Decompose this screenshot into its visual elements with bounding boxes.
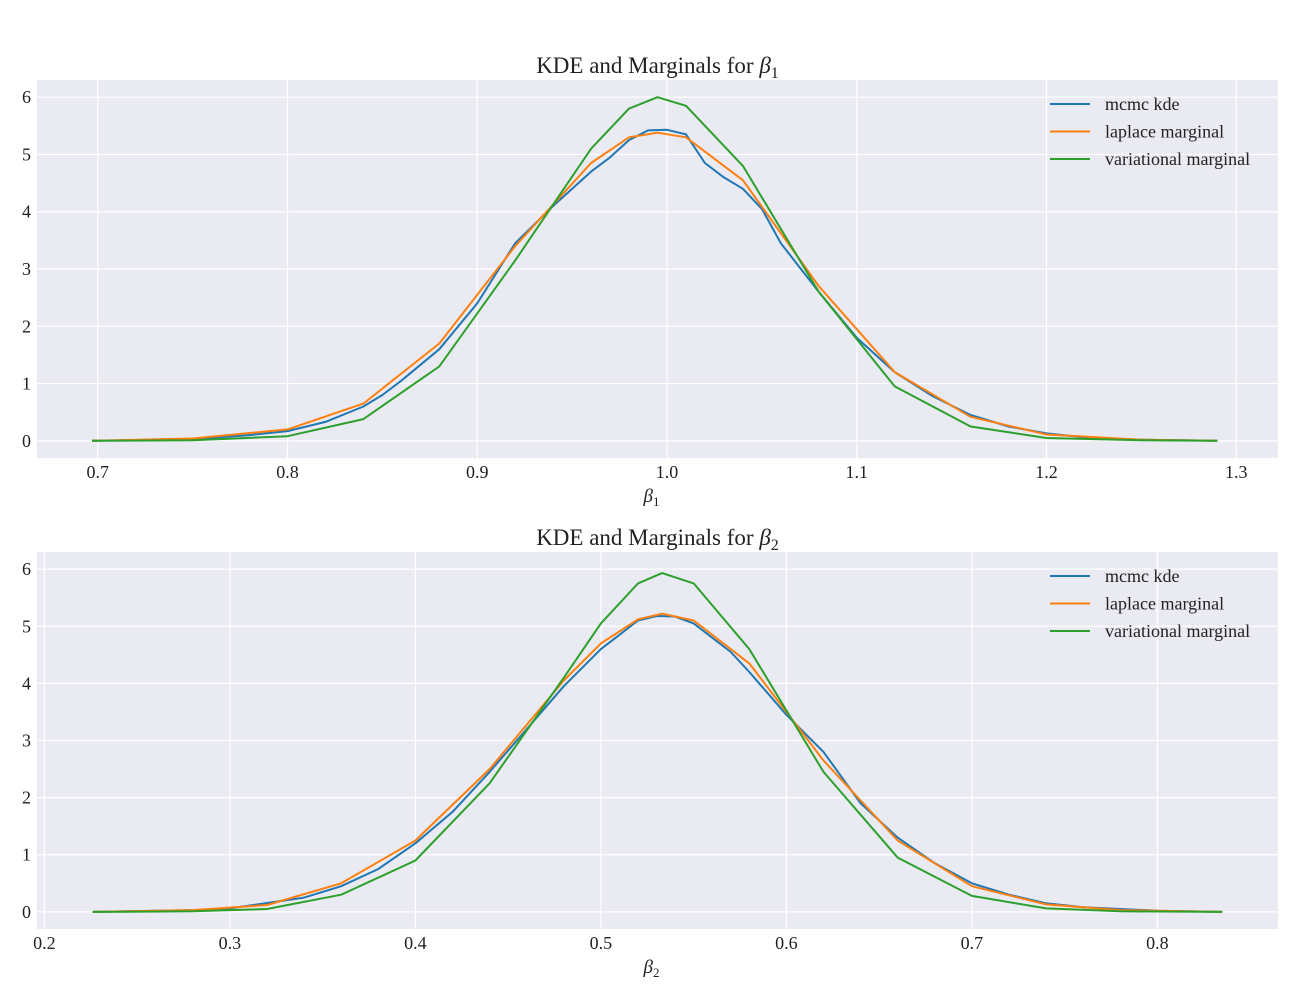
y-tick-label: 0 [22, 431, 31, 451]
y-tick-label: 5 [22, 616, 31, 636]
x-tick-label: 1.1 [845, 462, 868, 482]
y-tick-label: 3 [22, 259, 31, 279]
chart-panel-1: 0.7 0.8 0.9 1.0 1.1 1.2 1.3 0 1 2 3 4 5 6 KDE and Marg… [22, 53, 1278, 509]
chart-title: KDE and Marginals for β1 [536, 53, 779, 82]
legend-label: laplace marginal [1105, 122, 1224, 142]
legend-label: variational marginal [1105, 149, 1250, 169]
x-tick-label: 0.7 [961, 933, 984, 953]
series-line-variational-marginal [91, 96, 1218, 442]
legend: mcmc kde laplace marginal variational marg… [1050, 94, 1250, 169]
x-axis-label: β1 [643, 486, 660, 509]
x-tick-label: 0.8 [1146, 933, 1169, 953]
y-tick-label: 1 [22, 845, 31, 865]
y-tick-label: 0 [22, 902, 31, 922]
legend-label: mcmc kde [1105, 94, 1179, 114]
x-tick-label: 0.9 [466, 462, 489, 482]
y-tick-label: 6 [22, 559, 31, 579]
legend-label: laplace marginal [1105, 594, 1224, 614]
y-tick-label: 3 [22, 731, 31, 751]
y-tick-label: 4 [22, 673, 31, 693]
x-tick-label: 0.4 [404, 933, 427, 953]
y-tick-label: 4 [22, 202, 31, 222]
series-line-laplace-marginal [91, 131, 1218, 442]
series-line-variational-marginal [92, 572, 1223, 913]
chart-panel-2: 0.2 0.3 0.4 0.5 0.6 0.7 0.8 0 1 2 3 4 5 6 KDE and Marg… [22, 525, 1278, 980]
series-line-laplace-marginal [92, 612, 1223, 913]
x-tick-label: 0.7 [86, 462, 109, 482]
y-tick-label: 2 [22, 316, 31, 336]
legend-label: variational marginal [1105, 621, 1250, 641]
x-axis-label: β2 [643, 957, 660, 980]
x-tick-label: 0.8 [276, 462, 299, 482]
legend: mcmc kde laplace marginal variational marg… [1050, 566, 1250, 641]
x-tick-label: 1.3 [1225, 462, 1248, 482]
x-tick-label: 1.0 [656, 462, 679, 482]
x-tick-label: 0.5 [590, 933, 613, 953]
legend-label: mcmc kde [1105, 566, 1179, 586]
x-tick-label: 0.3 [219, 933, 242, 953]
chart-title: KDE and Marginals for β2 [536, 525, 779, 554]
y-tick-label: 6 [22, 87, 31, 107]
x-tick-label: 0.6 [775, 933, 798, 953]
y-tick-label: 5 [22, 144, 31, 164]
y-tick-label: 2 [22, 788, 31, 808]
x-tick-label: 0.2 [33, 933, 56, 953]
x-tick-label: 1.2 [1035, 462, 1058, 482]
y-tick-label: 1 [22, 374, 31, 394]
